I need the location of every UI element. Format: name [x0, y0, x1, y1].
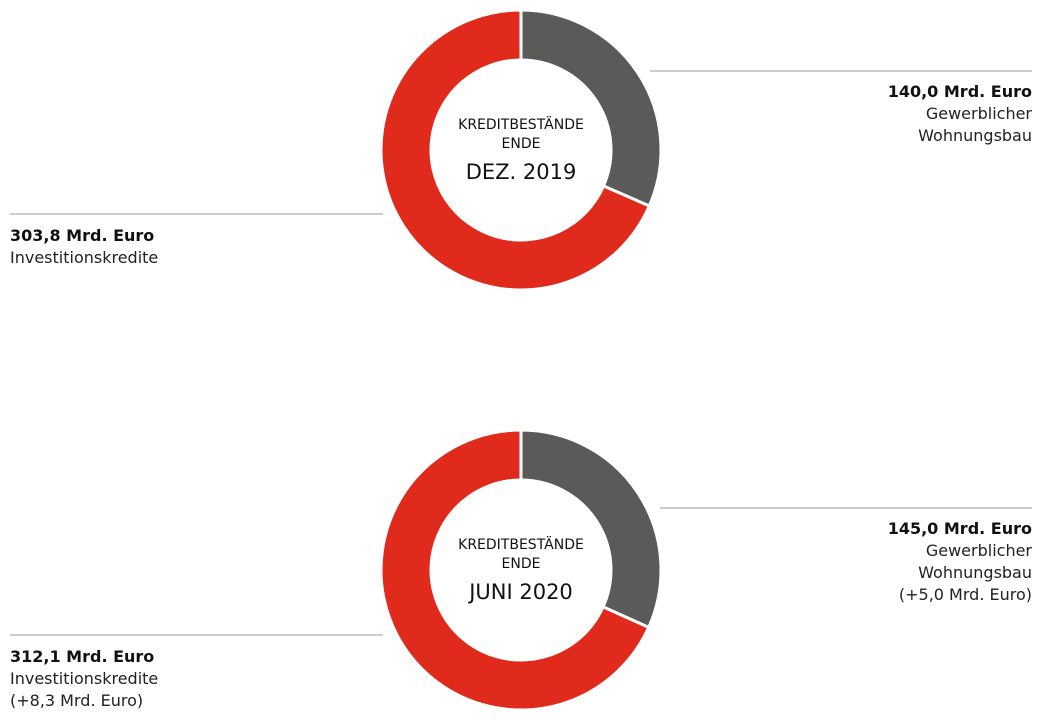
change-label: (+5,0 Mrd. Euro)	[898, 585, 1032, 604]
center-title: JUNI 2020	[469, 580, 573, 604]
slice-label: 145,0 Mrd. Euro Gewerblicher Wohnungsbau (…	[862, 518, 1032, 606]
category-label: Investitionskredite	[10, 669, 159, 688]
donut-slice	[519, 8, 663, 208]
donut-slice	[379, 428, 651, 712]
slice-label: 140,0 Mrd. Euro Gewerblicher Wohnungsbau	[862, 81, 1032, 147]
center-text: KREDITBESTÄNDE ENDE JUNI 2020	[446, 536, 596, 604]
center-text: KREDITBESTÄNDE ENDE DEZ. 2019	[446, 116, 596, 184]
donut-slice	[519, 428, 663, 630]
change-label: (+8,3 Mrd. Euro)	[10, 691, 144, 710]
value-label: 140,0 Mrd. Euro	[887, 82, 1032, 101]
value-label: 312,1 Mrd. Euro	[10, 647, 155, 666]
center-label: KREDITBESTÄNDE ENDE	[458, 117, 584, 152]
category-label: Gewerblicher Wohnungsbau	[918, 541, 1032, 582]
center-label: KREDITBESTÄNDE ENDE	[458, 537, 584, 572]
category-label: Gewerblicher Wohnungsbau	[918, 104, 1032, 145]
slice-label: 312,1 Mrd. Euro Investitionskredite (+8,3 …	[10, 646, 210, 712]
slice-label: 303,8 Mrd. Euro Investitionskredite	[10, 225, 210, 269]
center-title: DEZ. 2019	[465, 160, 577, 184]
category-label: Investitionskredite	[10, 248, 159, 267]
donut-slice	[379, 8, 652, 292]
value-label: 303,8 Mrd. Euro	[10, 226, 155, 245]
value-label: 145,0 Mrd. Euro	[887, 519, 1032, 538]
